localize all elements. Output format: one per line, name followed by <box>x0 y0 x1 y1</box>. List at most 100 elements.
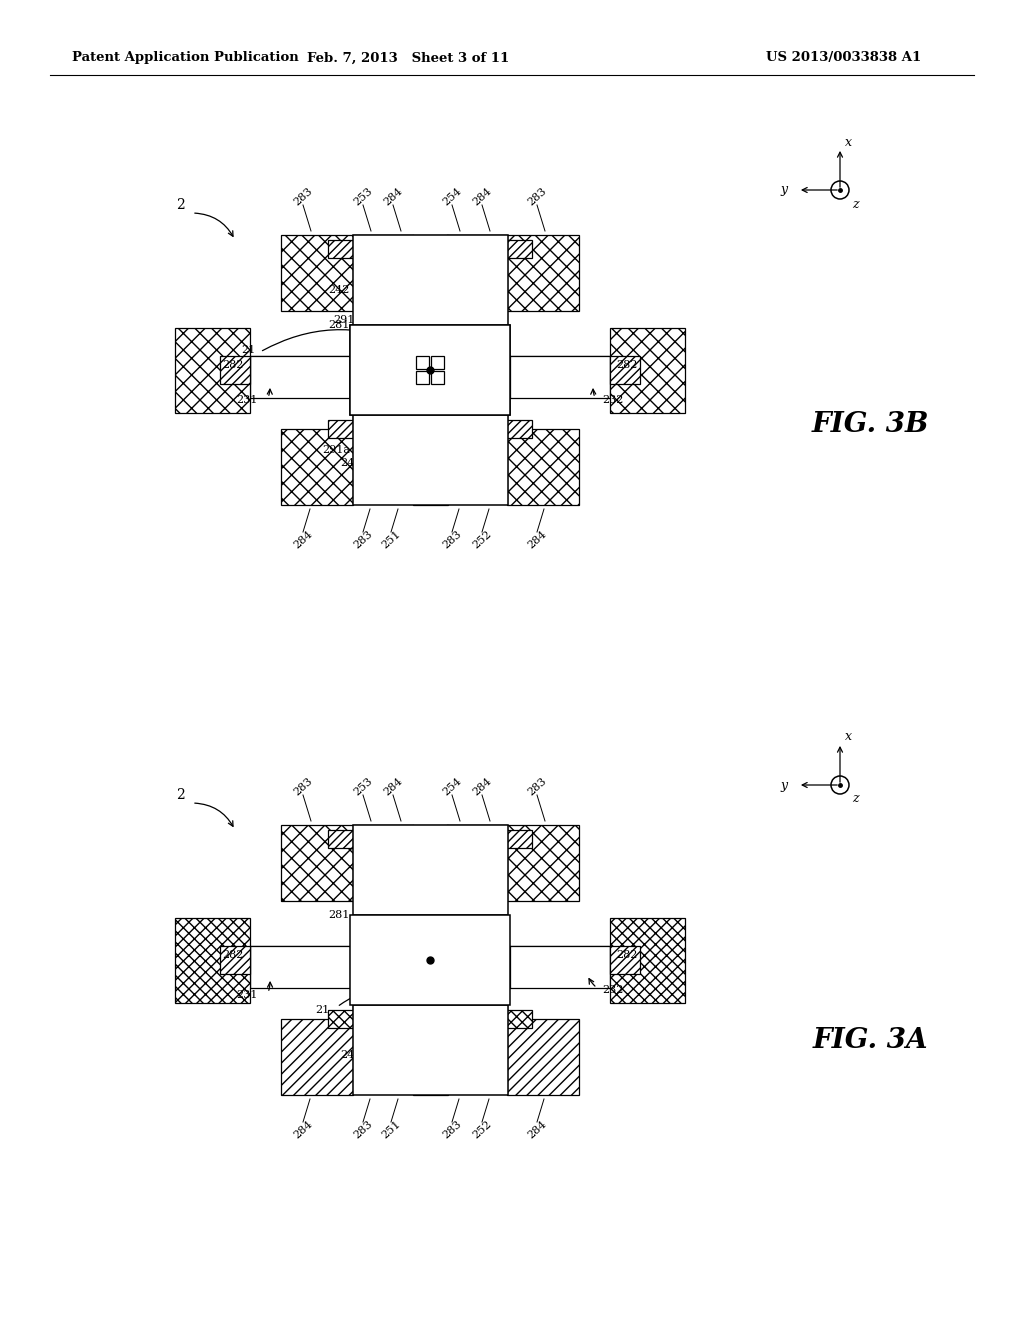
Bar <box>350 325 510 414</box>
Bar <box>507 240 532 257</box>
Bar <box>353 825 508 915</box>
Text: 283: 283 <box>292 186 314 207</box>
Bar <box>416 371 429 384</box>
Text: 22: 22 <box>366 990 380 1001</box>
Text: 284: 284 <box>292 1119 314 1140</box>
Text: 2: 2 <box>176 788 184 803</box>
Text: Feb. 7, 2013   Sheet 3 of 11: Feb. 7, 2013 Sheet 3 of 11 <box>307 51 509 65</box>
Text: 253: 253 <box>351 776 375 797</box>
Bar <box>507 1019 579 1096</box>
Text: 284: 284 <box>525 1119 548 1140</box>
Text: 293b: 293b <box>480 300 509 310</box>
Bar <box>416 356 429 370</box>
Text: 283: 283 <box>351 529 375 550</box>
Bar <box>413 235 449 325</box>
Bar <box>353 414 508 506</box>
Text: 242: 242 <box>353 875 375 884</box>
Bar <box>353 414 413 444</box>
Text: 251: 251 <box>380 1119 402 1140</box>
Bar <box>250 356 350 399</box>
Text: 281: 281 <box>480 909 502 920</box>
Text: 251: 251 <box>380 529 402 550</box>
Text: 231: 231 <box>237 990 258 1001</box>
Text: 282: 282 <box>616 950 638 960</box>
Bar <box>175 327 250 413</box>
Text: 254: 254 <box>440 186 463 207</box>
Bar <box>447 235 507 263</box>
Text: FIG. 3A: FIG. 3A <box>812 1027 928 1053</box>
Bar <box>507 235 579 312</box>
Text: 281: 281 <box>480 319 502 330</box>
Text: 283: 283 <box>440 529 463 550</box>
Bar <box>353 1005 413 1034</box>
Text: 231: 231 <box>237 395 258 405</box>
Bar <box>610 327 685 413</box>
Text: 21: 21 <box>241 345 255 355</box>
Text: 281: 281 <box>329 909 350 920</box>
Bar <box>220 356 250 384</box>
Bar <box>447 414 507 444</box>
Text: 252: 252 <box>471 1119 494 1140</box>
Bar <box>507 1010 532 1028</box>
Text: US 2013/0033838 A1: US 2013/0033838 A1 <box>766 51 922 65</box>
Bar <box>431 371 444 384</box>
Bar <box>447 1005 507 1034</box>
Text: y: y <box>781 183 788 197</box>
Bar <box>328 1010 353 1028</box>
Bar <box>413 414 449 506</box>
Text: 283: 283 <box>292 776 314 797</box>
Text: 284: 284 <box>382 776 404 797</box>
Bar <box>510 356 610 399</box>
Bar <box>353 1005 413 1034</box>
Bar <box>350 946 510 974</box>
Text: 284: 284 <box>292 529 314 550</box>
Bar <box>507 830 532 847</box>
Text: 293a: 293a <box>480 458 508 469</box>
Bar <box>610 356 640 384</box>
Text: 2: 2 <box>176 198 184 213</box>
Text: 232: 232 <box>602 985 624 995</box>
Bar <box>510 946 610 987</box>
Bar <box>447 414 507 444</box>
Bar <box>350 356 510 384</box>
Bar <box>281 825 353 902</box>
Text: 283: 283 <box>525 776 548 797</box>
Bar <box>328 420 353 438</box>
Bar <box>281 235 353 312</box>
Text: 284: 284 <box>471 186 494 207</box>
Text: y: y <box>781 779 788 792</box>
Text: 283: 283 <box>351 1119 375 1140</box>
Text: x: x <box>845 136 852 149</box>
Bar <box>447 235 507 263</box>
Text: 281: 281 <box>329 319 350 330</box>
Bar <box>510 946 610 974</box>
Bar <box>507 429 579 506</box>
Text: 242: 242 <box>329 285 350 294</box>
Bar <box>447 1005 507 1034</box>
Text: 283: 283 <box>440 1119 463 1140</box>
Bar <box>328 830 353 847</box>
Bar <box>447 825 507 853</box>
Bar <box>353 414 413 444</box>
Text: 282: 282 <box>616 360 638 370</box>
Text: 282: 282 <box>222 360 244 370</box>
Bar <box>507 825 579 902</box>
Text: z: z <box>852 792 859 805</box>
Bar <box>250 356 350 384</box>
Text: 241: 241 <box>341 1049 362 1060</box>
Bar <box>281 429 353 506</box>
Text: 282: 282 <box>222 950 244 960</box>
Bar <box>353 825 413 853</box>
Text: 284: 284 <box>525 529 548 550</box>
Text: z: z <box>852 198 859 210</box>
Text: x: x <box>845 730 852 743</box>
Bar <box>507 420 532 438</box>
Text: Patent Application Publication: Patent Application Publication <box>72 51 299 65</box>
Text: 253: 253 <box>351 186 375 207</box>
Text: 284: 284 <box>382 186 404 207</box>
Text: 292b: 292b <box>480 310 509 319</box>
Bar <box>447 825 507 853</box>
Bar <box>353 235 413 263</box>
Text: 283: 283 <box>525 186 548 207</box>
Bar <box>413 825 449 915</box>
